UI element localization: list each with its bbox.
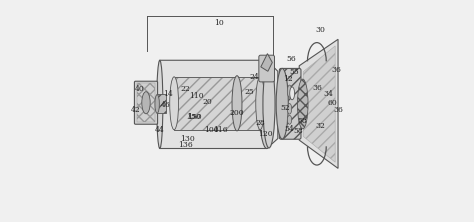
Ellipse shape <box>170 77 179 130</box>
Polygon shape <box>303 46 335 162</box>
Text: 32: 32 <box>316 123 325 131</box>
Polygon shape <box>299 39 338 168</box>
Text: 30: 30 <box>316 26 325 34</box>
Ellipse shape <box>290 87 294 100</box>
FancyBboxPatch shape <box>279 68 301 139</box>
Bar <box>174 77 260 130</box>
Text: 58: 58 <box>293 127 303 135</box>
Ellipse shape <box>155 95 159 113</box>
Text: 136: 136 <box>178 141 192 149</box>
Text: 54: 54 <box>284 125 294 133</box>
Text: 58: 58 <box>298 117 308 125</box>
Text: 36: 36 <box>312 84 322 92</box>
Ellipse shape <box>263 61 275 148</box>
Ellipse shape <box>232 76 242 131</box>
Bar <box>137 83 155 122</box>
Ellipse shape <box>142 92 150 114</box>
Ellipse shape <box>259 60 274 149</box>
Text: 24: 24 <box>249 73 259 81</box>
Text: 36: 36 <box>331 66 341 74</box>
Text: 55: 55 <box>289 68 299 76</box>
Ellipse shape <box>157 60 163 149</box>
Ellipse shape <box>287 85 292 97</box>
Text: 116: 116 <box>213 126 228 134</box>
Text: 52: 52 <box>280 104 290 112</box>
Text: 56: 56 <box>287 55 297 63</box>
Text: 14: 14 <box>164 90 173 98</box>
Text: 44: 44 <box>155 126 164 134</box>
Text: 150: 150 <box>187 113 201 121</box>
Bar <box>157 94 166 113</box>
Ellipse shape <box>287 103 292 114</box>
Text: 10: 10 <box>214 19 224 27</box>
Text: 20: 20 <box>202 98 212 106</box>
Text: 40: 40 <box>135 85 145 93</box>
Text: 36: 36 <box>333 106 343 114</box>
Ellipse shape <box>256 77 264 130</box>
Ellipse shape <box>298 79 308 129</box>
Text: 150: 150 <box>187 113 201 121</box>
Text: 120: 120 <box>258 130 273 138</box>
Ellipse shape <box>287 115 292 124</box>
Text: 60: 60 <box>328 99 337 107</box>
Text: 25: 25 <box>245 88 255 96</box>
Text: 130: 130 <box>180 135 195 143</box>
Text: 46: 46 <box>161 101 171 109</box>
Text: 12: 12 <box>283 75 293 83</box>
Text: 42: 42 <box>131 106 141 114</box>
Polygon shape <box>160 60 278 149</box>
Text: 200: 200 <box>230 109 244 117</box>
Text: 22: 22 <box>180 85 190 93</box>
FancyBboxPatch shape <box>135 81 157 124</box>
Polygon shape <box>261 54 272 71</box>
Text: 110: 110 <box>189 91 203 99</box>
Text: 28: 28 <box>256 119 266 127</box>
FancyBboxPatch shape <box>259 55 274 82</box>
Text: 100: 100 <box>204 126 219 134</box>
Text: 34: 34 <box>323 90 333 98</box>
Ellipse shape <box>276 68 288 139</box>
